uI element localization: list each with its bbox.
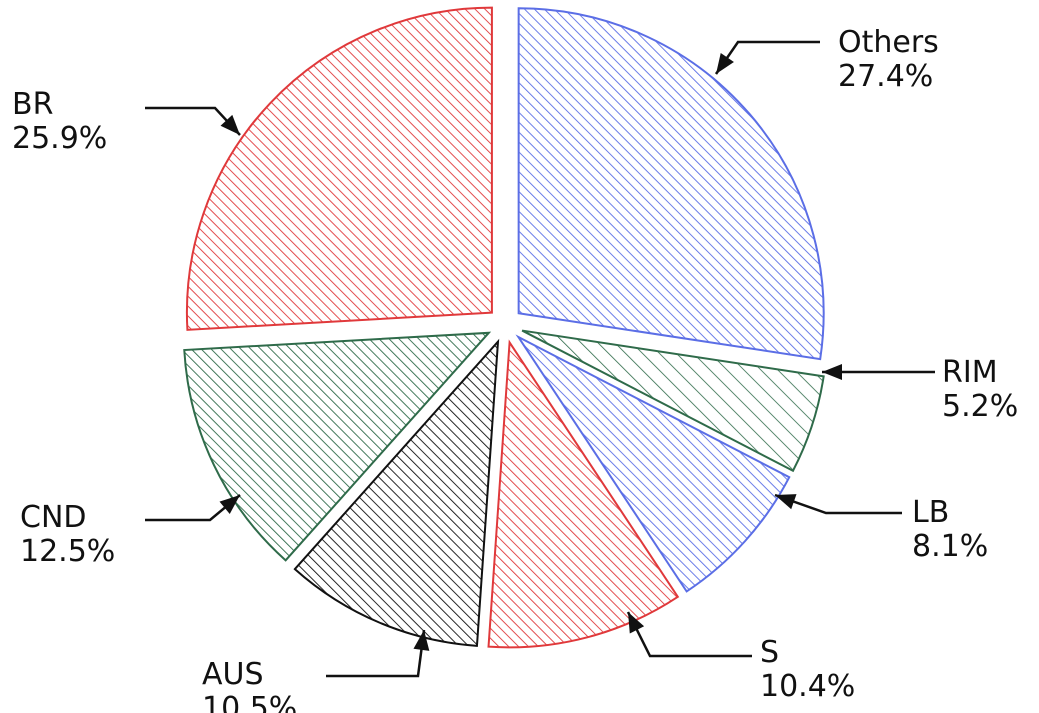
pie-slice-others	[517, 7, 825, 361]
slice-value-aus: 10.5%	[202, 691, 297, 713]
pie-slice-rim	[521, 329, 825, 473]
pie-slice-s	[487, 339, 680, 649]
leader-arrow-lb	[775, 494, 797, 510]
slice-label-br: BR	[12, 87, 53, 122]
slice-value-s: 10.4%	[760, 669, 855, 704]
slice-value-others: 27.4%	[838, 59, 933, 94]
slice-value-br: 25.9%	[12, 121, 107, 156]
leader-arrow-cnd	[219, 495, 240, 514]
slice-value-rim: 5.2%	[942, 389, 1018, 424]
leader-line-others	[714, 40, 820, 75]
pie-slice-br	[185, 6, 493, 331]
pie-slice-cnd	[183, 331, 492, 562]
leader-arrow-aus	[413, 630, 430, 651]
slice-label-lb: LB	[912, 495, 949, 530]
slice-value-cnd: 12.5%	[20, 534, 115, 569]
leader-arrow-s	[628, 612, 645, 634]
slice-value-lb: 8.1%	[912, 529, 988, 564]
leader-line-aus	[326, 629, 426, 678]
slice-label-s: S	[760, 635, 779, 670]
leader-arrow-rim	[822, 364, 842, 380]
leader-arrow-others	[716, 52, 734, 74]
pie-slice-aus	[293, 338, 500, 647]
pie-slice-lb	[515, 334, 791, 593]
slice-label-others: Others	[838, 25, 939, 60]
slice-label-aus: AUS	[202, 657, 264, 692]
leader-arrow-br	[220, 114, 240, 135]
slice-label-rim: RIM	[942, 355, 998, 390]
leader-line-s	[626, 611, 752, 658]
slice-label-cnd: CND	[20, 500, 87, 535]
